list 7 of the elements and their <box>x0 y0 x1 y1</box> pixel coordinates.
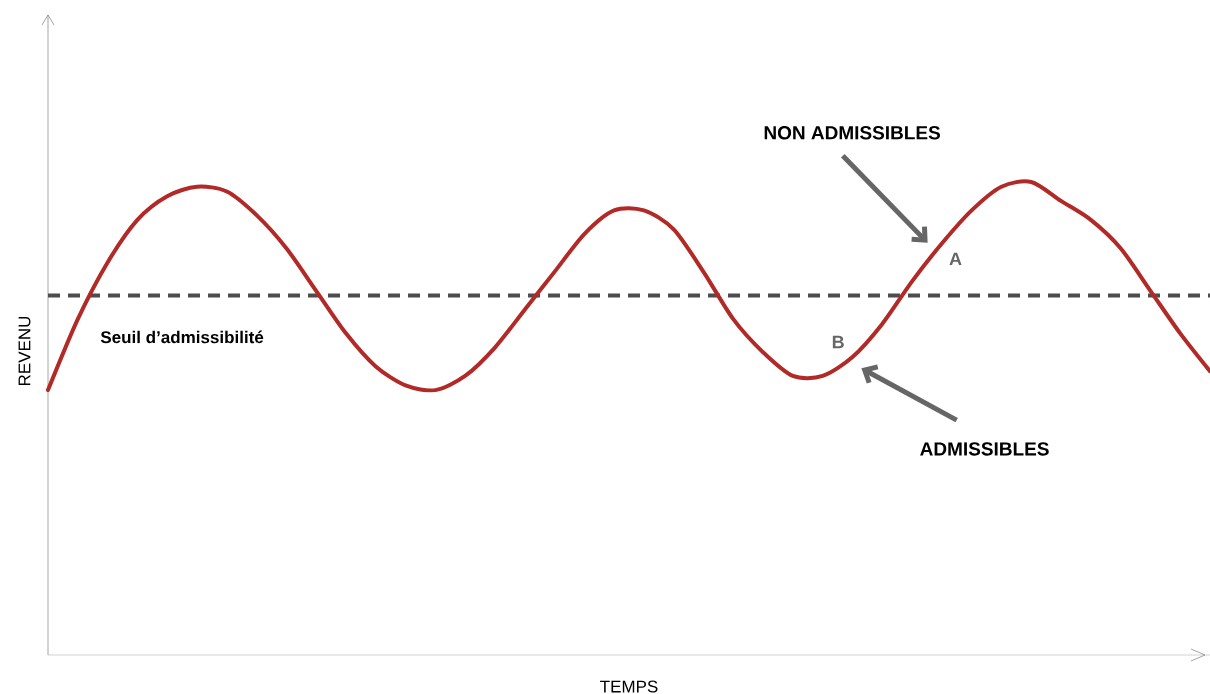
annotation: ADMISSIBLES <box>920 442 1049 456</box>
ref-line-label: Seuil d’admissibilité <box>100 330 264 344</box>
annotation: B <box>832 335 844 349</box>
y-axis-title: REVENU <box>18 316 31 386</box>
text: NON ADMISSIBLES <box>764 126 940 140</box>
annotation: A <box>949 252 962 266</box>
x-axis-title: TEMPS <box>600 680 658 693</box>
